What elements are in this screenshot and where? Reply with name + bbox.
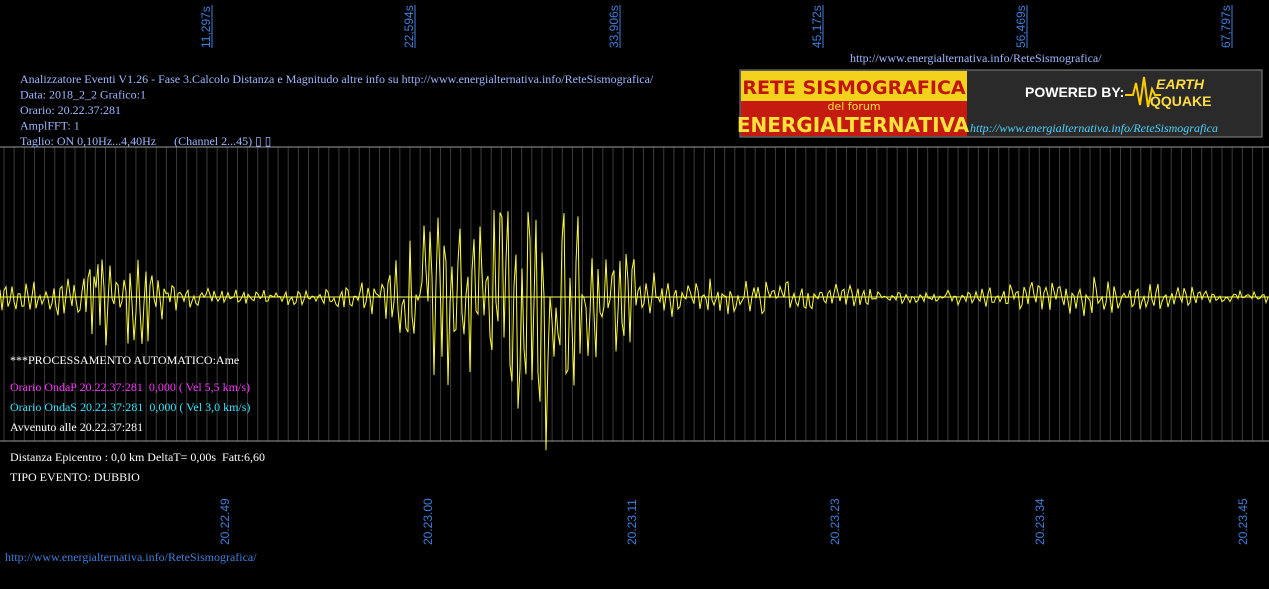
info-line: Orario: 20.22.37:281 — [20, 103, 121, 117]
logo-powered: POWERED BY: — [1025, 84, 1124, 100]
info-line: Analizzatore Eventi V1.26 - Fase 3.Calco… — [20, 72, 654, 86]
distanza: Distanza Epicentro : 0,0 km DeltaT= 0,00… — [10, 450, 265, 464]
logo-name: ENERGIALTERNATIVA — [737, 113, 970, 137]
top-time-label: 45,172s — [810, 5, 824, 48]
logo-brand-bottom: QQUAKE — [1150, 93, 1211, 109]
top-time-labels: 11,297s 22,594s 33,906s 45,172s 56,469s 67,79… — [199, 5, 1233, 48]
top-time-label: 67,797s — [1219, 5, 1233, 48]
avvenuto: Avvenuto alle 20.22.37:281 — [10, 420, 143, 434]
bottom-time-label: 20.23.45 — [1236, 498, 1250, 545]
top-time-label: 56,469s — [1014, 5, 1028, 48]
top-time-label: 11,297s — [199, 6, 213, 48]
top-url: http://www.energialternativa.info/ReteSi… — [850, 51, 1102, 65]
bottom-time-label: 20.23.34 — [1033, 498, 1047, 545]
logo-title: RETE SISMOGRAFICA — [742, 77, 966, 99]
bottom-time-label: 20.22.49 — [218, 498, 232, 545]
bottom-time-label: 20.23.11 — [625, 499, 639, 545]
processing: ***PROCESSAMENTO AUTOMATICO:Ame — [10, 353, 239, 367]
bottom-time-label: 20.23.23 — [828, 498, 842, 545]
onda-p: Orario OndaP 20.22.37:281 0,000 ( Vel 5,… — [10, 380, 250, 394]
bottom-url: http://www.energialternativa.info/ReteSi… — [5, 550, 257, 564]
logo-icon — [1125, 76, 1161, 108]
waveform — [0, 210, 1269, 451]
info-line: Taglio: ON 0,10Hz...4,40Hz (Channel 2...… — [20, 134, 271, 148]
bottom-time-label: 20.23.00 — [421, 498, 435, 545]
info-line: Data: 2018_2_2 Grafico:1 — [20, 88, 146, 102]
logo-url: http://www.energialternativa.info/ReteSi… — [970, 121, 1218, 135]
logo-brand-top: EARTH — [1156, 76, 1205, 92]
logo: RETE SISMOGRAFICA del forum ENERGIALTERN… — [737, 69, 1263, 138]
onda-s: Orario OndaS 20.22.37:281 0,000 ( Vel 3,… — [10, 400, 250, 414]
info-panel: Analizzatore Eventi V1.26 - Fase 3.Calco… — [20, 72, 654, 148]
info-line: AmplFFT: 1 — [20, 119, 80, 133]
logo-subtitle: del forum — [827, 100, 880, 113]
bottom-time-labels: 20.22.49 20.23.00 20.23.11 20.23.23 20.23.34… — [218, 498, 1250, 545]
top-time-label: 33,906s — [607, 5, 621, 48]
top-time-label: 22,594s — [402, 5, 416, 48]
plot-grid — [3, 147, 1264, 441]
tipo-evento: TIPO EVENTO: DUBBIO — [10, 470, 140, 484]
logo-yellow — [741, 71, 967, 101]
